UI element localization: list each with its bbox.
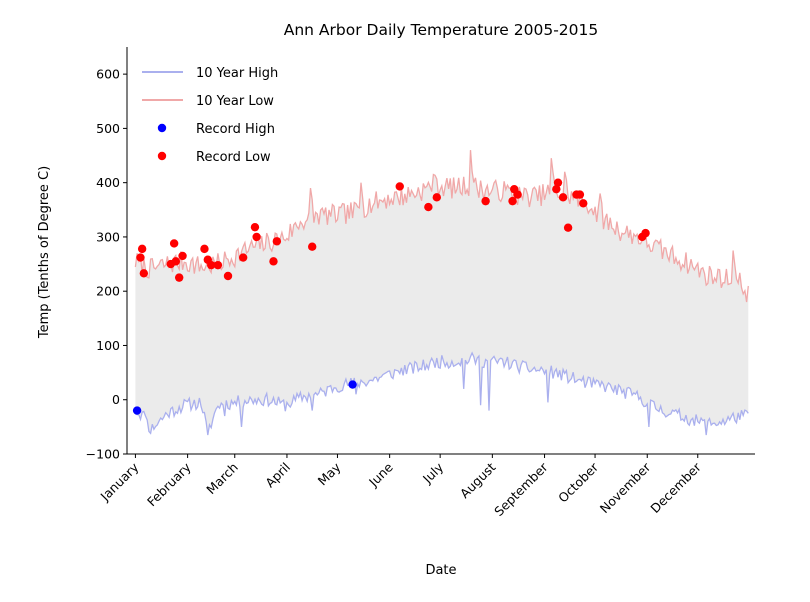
point-record-low bbox=[136, 253, 145, 262]
point-record-low bbox=[308, 242, 317, 251]
point-record-low bbox=[139, 269, 149, 278]
point-record-low bbox=[579, 199, 588, 208]
x-tick-label: November bbox=[597, 459, 654, 516]
x-tick-label: February bbox=[144, 459, 194, 509]
point-record-low bbox=[552, 184, 561, 194]
y-tick-label: 400 bbox=[96, 175, 120, 190]
y-tick-label: 100 bbox=[96, 338, 120, 353]
y-tick-label: 600 bbox=[96, 67, 120, 82]
x-tick-label: June bbox=[365, 459, 396, 490]
x-tick-label: July bbox=[419, 459, 447, 487]
point-record-low bbox=[424, 202, 433, 212]
series-line-10-year-high bbox=[135, 351, 749, 436]
point-record-low bbox=[250, 222, 260, 232]
point-record-low bbox=[252, 232, 261, 242]
legend: 10 Year High 10 Year Low Record High Record… bbox=[142, 66, 278, 165]
point-record-low bbox=[395, 182, 404, 191]
y-axis-label: Temp (Tenths of Degree C) bbox=[37, 166, 52, 339]
fill-between-area bbox=[135, 150, 749, 435]
point-record-low bbox=[169, 239, 179, 248]
legend-label: Record Low bbox=[196, 150, 271, 165]
x-tick-label: March bbox=[203, 460, 241, 498]
point-record-high bbox=[132, 406, 142, 415]
legend-dot-marker bbox=[157, 151, 167, 161]
point-record-low bbox=[178, 251, 187, 261]
point-record-low bbox=[432, 193, 441, 202]
point-record-low bbox=[508, 196, 517, 206]
x-tick-label: December bbox=[647, 459, 704, 516]
point-record-low bbox=[223, 271, 233, 281]
point-record-low bbox=[238, 253, 248, 262]
x-tick-label: October bbox=[555, 459, 602, 506]
plot-area bbox=[132, 150, 749, 436]
point-record-low bbox=[269, 257, 278, 266]
y-tick-label: −100 bbox=[86, 447, 120, 462]
point-record-high bbox=[348, 380, 357, 389]
y-tick-label: 500 bbox=[96, 121, 120, 136]
point-record-low bbox=[206, 260, 216, 270]
legend-dot-marker bbox=[157, 123, 167, 133]
legend-label: 10 Year High bbox=[196, 66, 278, 81]
x-tick-label: April bbox=[262, 460, 293, 491]
y-tick-label: 200 bbox=[96, 284, 120, 299]
x-tick-label: January bbox=[97, 459, 142, 504]
legend-label: 10 Year Low bbox=[196, 94, 274, 109]
point-record-low bbox=[213, 260, 223, 270]
point-record-low bbox=[171, 257, 181, 266]
x-tick-label: May bbox=[315, 459, 344, 488]
point-record-low bbox=[174, 273, 184, 282]
point-record-low bbox=[200, 244, 209, 254]
x-axis-label: Date bbox=[425, 563, 456, 578]
legend-label: Record High bbox=[196, 122, 275, 137]
y-tick-label: 300 bbox=[96, 229, 120, 244]
point-record-low bbox=[481, 196, 490, 206]
chart-title: Ann Arbor Daily Temperature 2005-2015 bbox=[284, 21, 599, 39]
y-tick-label: 0 bbox=[112, 392, 120, 407]
point-record-low bbox=[575, 190, 585, 199]
point-record-low bbox=[513, 190, 522, 199]
point-record-low bbox=[641, 228, 650, 238]
point-record-low bbox=[272, 237, 282, 246]
point-record-low bbox=[553, 178, 563, 187]
x-tick-label: September bbox=[491, 459, 551, 519]
point-record-low bbox=[563, 223, 573, 232]
x-tick-label: August bbox=[457, 459, 499, 501]
point-record-low bbox=[137, 244, 147, 254]
point-record-low bbox=[558, 193, 568, 202]
